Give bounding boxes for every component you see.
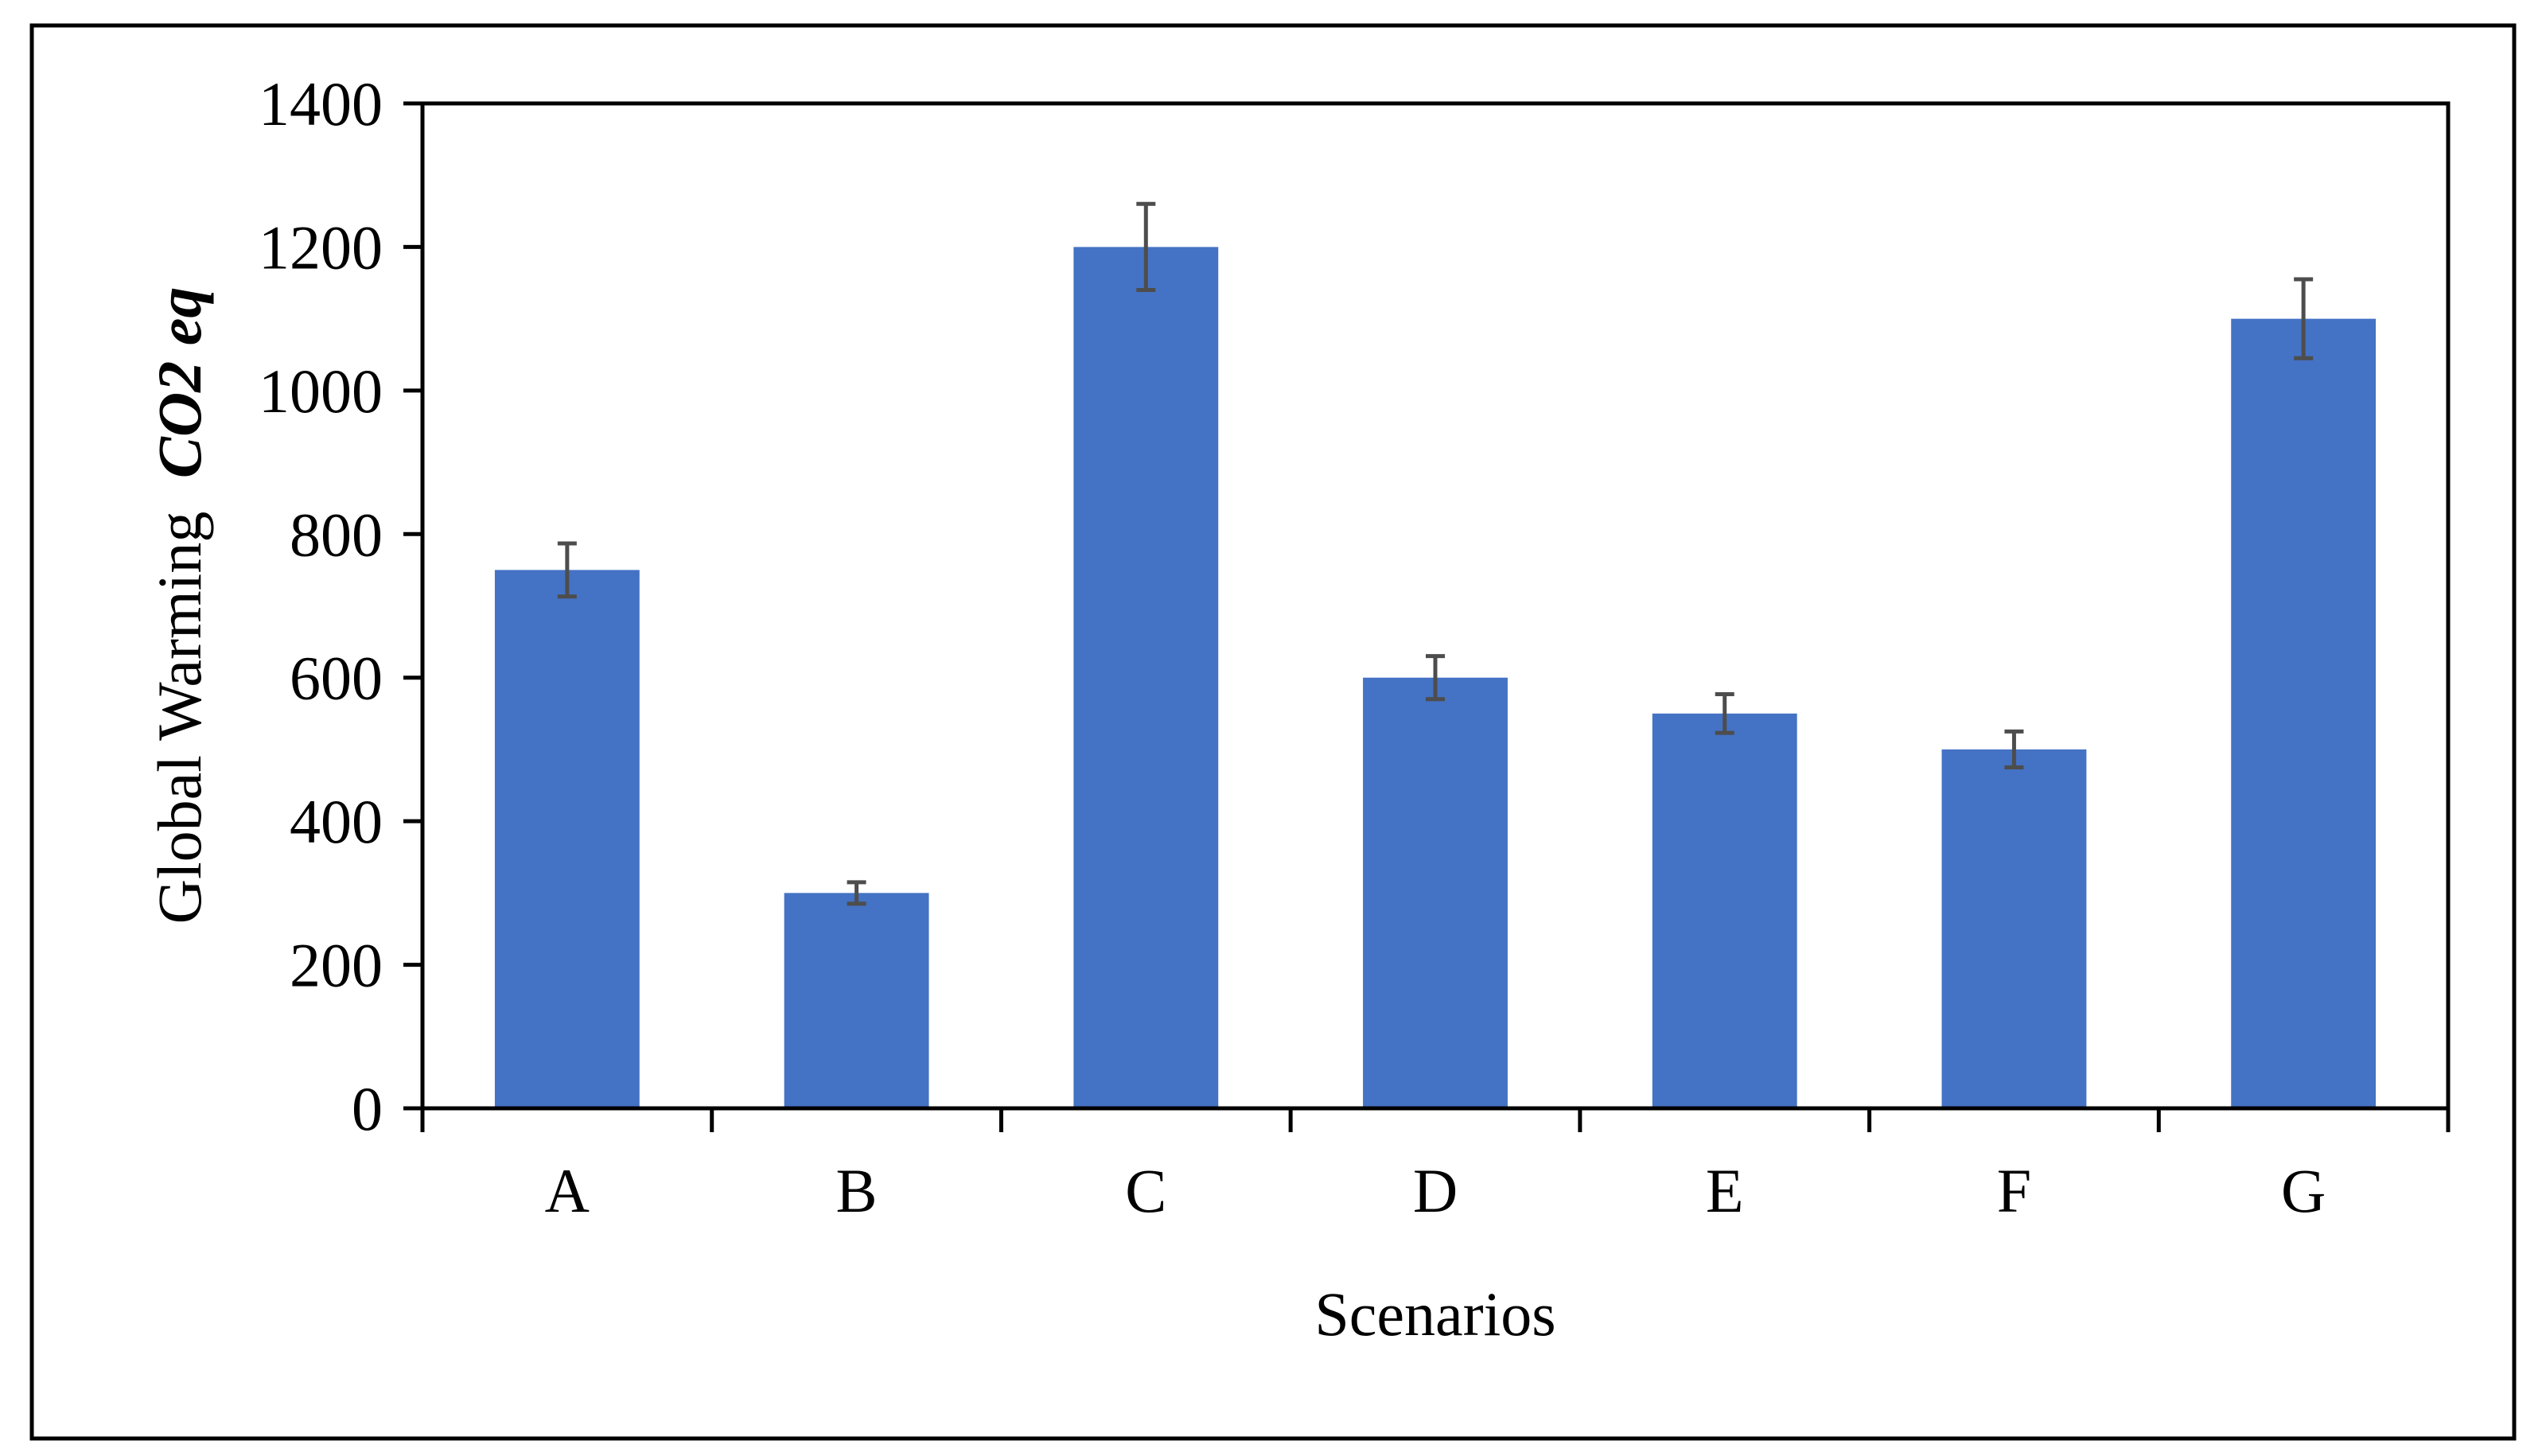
y-tick-label-800: 800 xyxy=(290,500,383,569)
error-bar-G xyxy=(2294,277,2314,360)
error-bar-B xyxy=(847,880,866,906)
error-bar-A xyxy=(557,541,577,599)
x-tick-label-C: C xyxy=(1125,1156,1166,1225)
bar-E xyxy=(1652,713,1797,1108)
x-tick-label-E: E xyxy=(1706,1156,1744,1225)
error-bar-D xyxy=(1426,654,1445,702)
bar-B xyxy=(784,893,929,1108)
y-axis-title: Global Warming CO2 eq xyxy=(145,287,214,925)
bar-D xyxy=(1363,677,1508,1108)
error-bar-E xyxy=(1715,691,1734,735)
y-tick-label-1200: 1200 xyxy=(259,212,383,282)
bar-A xyxy=(494,570,640,1108)
x-tick-label-F: F xyxy=(1997,1156,2031,1225)
x-axis-title: Scenarios xyxy=(1314,1279,1555,1349)
x-tick-label-G: G xyxy=(2281,1156,2326,1225)
error-bar-F xyxy=(2004,729,2024,769)
x-tick-label-B: B xyxy=(836,1156,878,1225)
bar-F xyxy=(1941,749,2087,1108)
y-tick-label-200: 200 xyxy=(290,931,383,1000)
y-tick-label-0: 0 xyxy=(352,1074,383,1143)
error-bars-layer xyxy=(557,201,2314,906)
x-axis: A B C D E F G xyxy=(420,1106,2451,1225)
x-tick-label-A: A xyxy=(545,1156,590,1225)
y-tick-label-1400: 1400 xyxy=(259,69,383,138)
x-tick-label-D: D xyxy=(1413,1156,1458,1225)
y-tick-label-400: 400 xyxy=(290,787,383,856)
outer-border xyxy=(29,23,2517,1441)
y-tick-label-1000: 1000 xyxy=(259,356,383,426)
y-tick-label-600: 600 xyxy=(290,644,383,713)
bar-G xyxy=(2231,318,2377,1109)
bar-C xyxy=(1073,247,1219,1108)
bars-layer xyxy=(494,247,2377,1109)
error-bar-C xyxy=(1136,201,1156,293)
y-axis-title-emphasis: CO2 eq xyxy=(145,287,214,478)
y-axis: 0 200 400 600 800 1000 1200 1400 xyxy=(259,69,422,1143)
y-axis-title-text: Global Warming xyxy=(145,512,214,925)
